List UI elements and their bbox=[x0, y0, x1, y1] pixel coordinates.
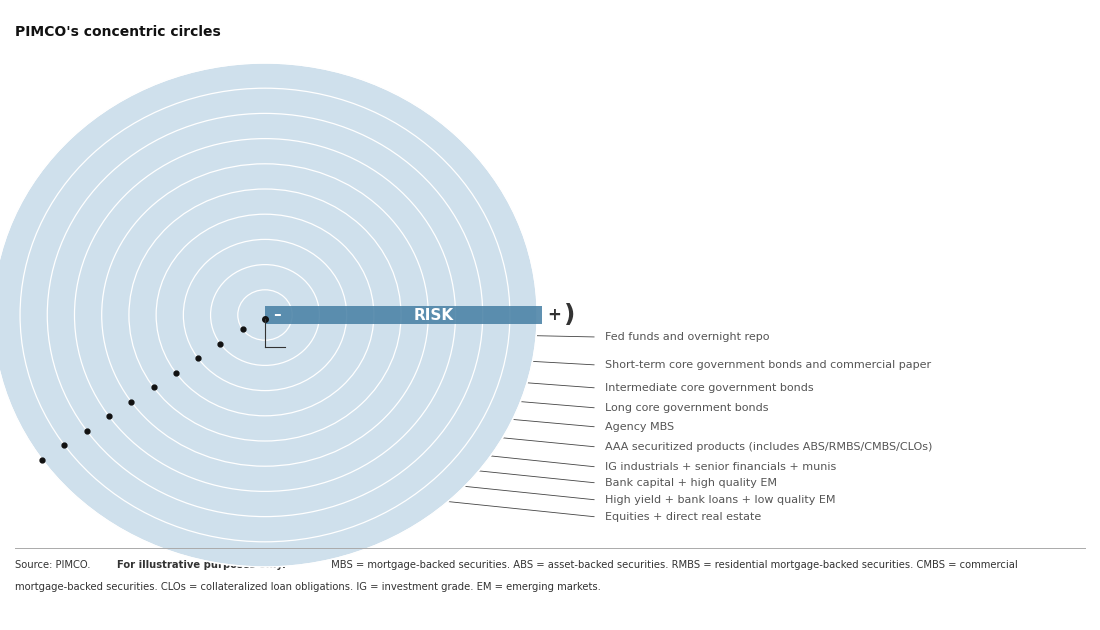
Ellipse shape bbox=[210, 265, 319, 365]
Text: AAA securitized products (includes ABS/RMBS/CMBS/CLOs): AAA securitized products (includes ABS/R… bbox=[605, 442, 933, 452]
Text: For illustrative purposes only.: For illustrative purposes only. bbox=[117, 560, 286, 570]
Ellipse shape bbox=[129, 189, 402, 441]
Text: PIMCO's concentric circles: PIMCO's concentric circles bbox=[15, 25, 221, 39]
Ellipse shape bbox=[20, 88, 510, 542]
Text: IG industrials + senior financials + munis: IG industrials + senior financials + mun… bbox=[605, 462, 836, 472]
Ellipse shape bbox=[184, 239, 346, 391]
Text: +: + bbox=[547, 306, 561, 324]
Text: RISK: RISK bbox=[414, 307, 453, 323]
Ellipse shape bbox=[101, 164, 428, 466]
Text: Source: PIMCO.: Source: PIMCO. bbox=[15, 560, 94, 570]
Text: Intermediate core government bonds: Intermediate core government bonds bbox=[605, 383, 814, 393]
Text: High yield + bank loans + low quality EM: High yield + bank loans + low quality EM bbox=[605, 495, 836, 505]
Text: mortgage-backed securities. CLOs = collateralized loan obligations. IG = investm: mortgage-backed securities. CLOs = colla… bbox=[15, 582, 601, 592]
Text: ): ) bbox=[564, 303, 575, 327]
Text: Equities + direct real estate: Equities + direct real estate bbox=[605, 512, 761, 522]
Ellipse shape bbox=[156, 214, 374, 416]
Ellipse shape bbox=[47, 113, 483, 517]
Bar bbox=[265, 306, 542, 324]
Ellipse shape bbox=[75, 139, 455, 491]
Text: –: – bbox=[273, 307, 280, 323]
Ellipse shape bbox=[0, 63, 537, 567]
Text: Agency MBS: Agency MBS bbox=[605, 422, 674, 432]
Text: Long core government bonds: Long core government bonds bbox=[605, 403, 769, 413]
Text: Bank capital + high quality EM: Bank capital + high quality EM bbox=[605, 478, 777, 488]
Text: MBS = mortgage-backed securities. ABS = asset-backed securities. RMBS = resident: MBS = mortgage-backed securities. ABS = … bbox=[328, 560, 1018, 570]
Text: Fed funds and overnight repo: Fed funds and overnight repo bbox=[605, 332, 770, 342]
Text: Short-term core government bonds and commercial paper: Short-term core government bonds and com… bbox=[605, 360, 931, 370]
Ellipse shape bbox=[238, 290, 293, 340]
